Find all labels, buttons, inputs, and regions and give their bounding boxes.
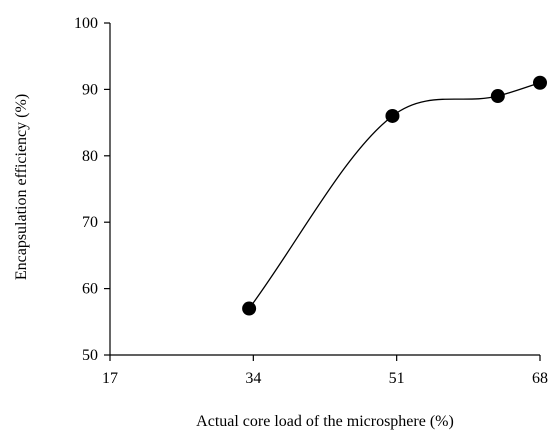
data-point: [242, 301, 257, 316]
data-point: [385, 108, 400, 123]
y-tick-label: 80: [82, 148, 98, 165]
x-axis: 17 34 51 68: [102, 354, 548, 387]
y-tick-label: 70: [82, 214, 98, 231]
data-point: [490, 89, 505, 104]
x-tick-label: 51: [389, 370, 405, 387]
x-axis-label: Actual core load of the microsphere (%): [196, 413, 454, 430]
y-tick-label: 100: [74, 15, 98, 32]
data-point: [533, 75, 547, 90]
x-tick-label: 34: [245, 370, 261, 387]
y-tick-label: 60: [82, 281, 98, 298]
data-points: [242, 75, 547, 316]
y-tick-label: 50: [82, 347, 98, 364]
y-axis-label: Encapsulation efficiency (%): [13, 94, 30, 280]
series-line: [248, 82, 541, 309]
y-axis: 50 60 70 80 90 100: [74, 15, 111, 364]
y-tick-label: 90: [82, 81, 98, 98]
y-ticks: 50 60 70 80 90 100: [74, 15, 110, 364]
x-tick-label: 68: [532, 370, 548, 387]
x-ticks: 17 34 51 68: [102, 355, 548, 387]
x-tick-label: 17: [102, 370, 118, 387]
